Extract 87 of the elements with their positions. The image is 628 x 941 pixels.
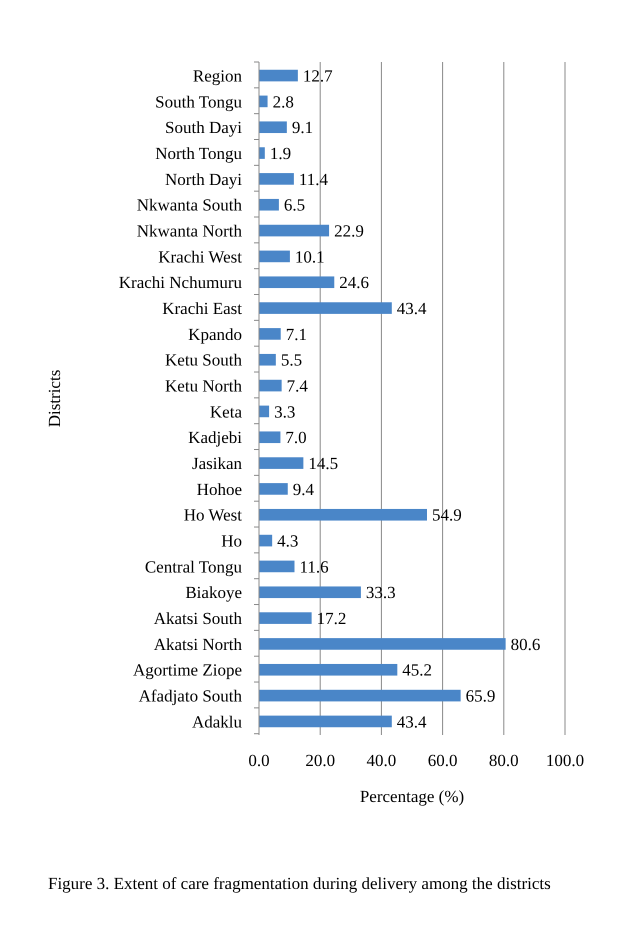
y-tick-label: North Dayi [165, 170, 242, 189]
bar [259, 224, 330, 236]
bar [259, 354, 276, 366]
data-label: 10.1 [294, 247, 325, 266]
bar [259, 302, 392, 314]
y-tick-label: Akatsi South [154, 609, 242, 628]
data-label: 9.4 [292, 480, 315, 499]
y-tick-label: Central Tongu [144, 557, 242, 576]
y-tick-label: Ho [221, 532, 242, 551]
bar [259, 328, 281, 340]
x-tick-label: 60.0 [428, 751, 458, 770]
y-tick-label: Krachi Nchumuru [118, 273, 242, 292]
bar [259, 173, 294, 185]
y-tick-label: South Dayi [165, 118, 242, 138]
y-tick-label: Nkwanta South [136, 196, 242, 215]
x-tick-label: 40.0 [366, 751, 396, 770]
bar [259, 70, 298, 82]
bar [259, 612, 312, 624]
x-axis-title: Percentage (%) [360, 787, 464, 806]
data-label: 6.5 [284, 196, 306, 215]
bar [259, 406, 270, 418]
bar [259, 250, 290, 262]
bar [259, 560, 294, 572]
data-label: 24.6 [339, 273, 370, 292]
bar [259, 96, 268, 108]
data-label: 7.0 [285, 428, 307, 448]
y-tick-label: Hohoe [196, 480, 242, 499]
data-label: 43.4 [396, 299, 428, 318]
y-tick-label: Akatsi North [154, 634, 242, 654]
bar [259, 508, 427, 521]
y-tick-label: Krachi East [162, 299, 242, 318]
y-tick-label: South Tongu [155, 92, 242, 112]
bar [259, 276, 334, 288]
data-label: 7.1 [286, 324, 307, 344]
bar [259, 380, 282, 392]
y-tick-label: Keta [210, 402, 242, 422]
data-label: 7.4 [286, 376, 308, 396]
x-tick-label: 20.0 [305, 751, 336, 770]
data-label: 43.4 [396, 712, 428, 732]
y-tick-label: Agortime Ziope [132, 660, 242, 680]
data-label: 11.6 [299, 557, 329, 576]
y-tick-label: Kpando [188, 324, 242, 344]
data-label: 5.5 [280, 350, 302, 370]
bar [259, 483, 288, 495]
bar [259, 534, 272, 546]
y-tick-label: Ketu North [165, 376, 242, 396]
data-label: 4.3 [277, 532, 298, 551]
data-label: 9.1 [292, 118, 314, 138]
data-label: 2.8 [272, 92, 294, 112]
data-label: 12.7 [302, 66, 334, 86]
y-tick-label: North Tongu [155, 144, 242, 164]
data-label: 22.9 [334, 222, 364, 241]
data-label: 54.9 [432, 506, 462, 525]
data-label: 17.2 [316, 609, 346, 628]
data-label: 1.9 [270, 144, 292, 164]
bar [259, 431, 280, 444]
bar [259, 664, 398, 676]
data-label: 80.6 [510, 634, 540, 654]
x-tick-label: 100.0 [546, 751, 584, 770]
data-label: 45.2 [402, 660, 432, 680]
x-tick-label: 80.0 [488, 751, 519, 770]
data-label: 33.3 [366, 583, 396, 602]
data-label: 14.5 [308, 454, 338, 474]
caption: Figure 3. Extent of care fragmentation during delivery among the districts [48, 873, 552, 894]
bar [259, 457, 304, 469]
y-tick-label: Region [192, 66, 242, 86]
bar [259, 716, 392, 728]
y-tick-label: Biakoye [185, 583, 242, 602]
y-axis-title: Districts [45, 370, 64, 428]
bar [259, 147, 265, 159]
y-tick-label: Ho West [184, 506, 242, 525]
x-tick-label: 0.0 [248, 751, 270, 770]
bar [259, 690, 461, 702]
bar [259, 121, 287, 134]
bar [259, 638, 506, 650]
data-label: 11.4 [298, 170, 329, 189]
bar [259, 198, 279, 211]
data-label: 3.3 [274, 402, 296, 422]
data-label: 65.9 [466, 686, 496, 706]
y-tick-label: Jasikan [192, 454, 242, 474]
y-tick-label: Ketu South [165, 350, 242, 370]
y-tick-label: Afadjato South [138, 686, 242, 706]
bar [259, 586, 361, 598]
y-tick-label: Krachi West [158, 247, 242, 266]
y-tick-label: Adaklu [192, 712, 242, 732]
y-tick-label: Nkwanta North [136, 222, 242, 241]
y-tick-label: Kadjebi [188, 428, 242, 448]
